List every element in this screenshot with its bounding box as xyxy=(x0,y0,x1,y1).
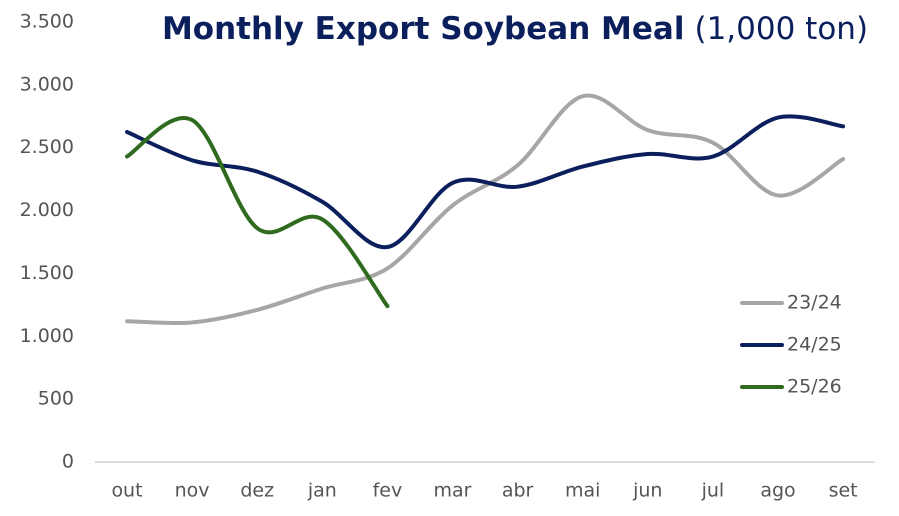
series-line xyxy=(125,114,846,250)
y-tick-label: 500 xyxy=(38,388,74,410)
y-tick-label: 2.000 xyxy=(20,199,74,221)
x-tick-label: jul xyxy=(701,480,725,502)
chart-title-group: Monthly Export Soybean Meal (1,000 ton) xyxy=(162,11,868,47)
x-tick-label: mai xyxy=(565,480,600,502)
y-tick-label: 3.000 xyxy=(20,73,74,95)
y-tick-label: 1.500 xyxy=(20,262,74,284)
x-tick-label: dez xyxy=(240,480,274,502)
legend-label: 24/25 xyxy=(787,334,842,356)
series-line xyxy=(125,93,846,326)
x-tick-label: nov xyxy=(175,480,210,502)
x-tick-label: mar xyxy=(434,480,472,502)
x-tick-label: abr xyxy=(502,480,534,502)
y-tick-label: 0 xyxy=(62,451,74,473)
x-tick-label: ago xyxy=(760,480,795,502)
unit-label: (1,000 ton) xyxy=(694,11,868,47)
legend-label: 25/26 xyxy=(787,376,842,398)
x-tick-label: set xyxy=(829,480,858,502)
x-tick-label: out xyxy=(111,480,142,502)
legend-label: 23/24 xyxy=(787,292,842,314)
chart-title: Monthly Export Soybean Meal xyxy=(162,11,685,47)
x-tick-label: jan xyxy=(307,480,337,502)
y-tick-label: 3.500 xyxy=(20,11,74,33)
x-tick-label: fev xyxy=(373,480,403,502)
x-tick-label: jun xyxy=(632,480,662,502)
y-tick-label: 2.500 xyxy=(20,136,74,158)
y-tick-label: 1.000 xyxy=(20,325,74,347)
series-line xyxy=(125,116,390,309)
